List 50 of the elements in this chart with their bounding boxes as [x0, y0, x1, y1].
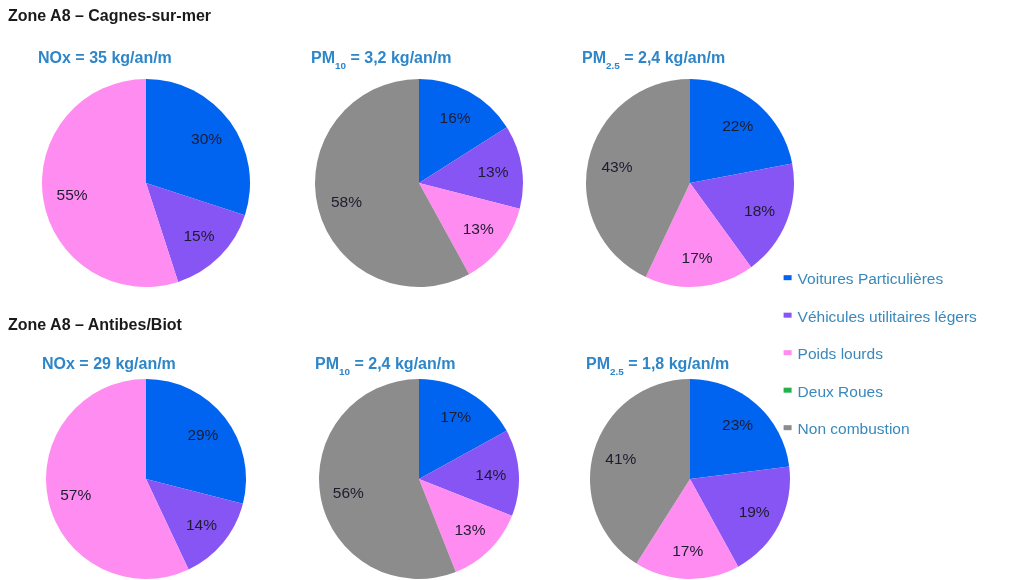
data-label: 17% — [440, 408, 472, 426]
pie-slice — [690, 379, 790, 479]
data-label: 55% — [56, 186, 88, 204]
data-label: 43% — [601, 158, 633, 176]
chart-title: Zone A8 – Cagnes-sur-mer — [8, 7, 212, 24]
pie-slice — [42, 79, 179, 287]
chart-subtitle: NOx = 29 kg/an/m — [42, 355, 176, 372]
legend-label: Voitures Particulières — [797, 270, 944, 288]
pie-slice — [419, 379, 507, 479]
data-label: 18% — [744, 201, 776, 219]
pie-slice — [146, 79, 250, 216]
pie-slice — [146, 479, 243, 570]
pie-slice — [46, 379, 189, 579]
data-label: 14% — [185, 516, 218, 534]
data-label: 57% — [60, 486, 92, 504]
chart-title: Zone A8 – Antibes/Biot — [8, 316, 183, 333]
data-label: 41% — [605, 450, 637, 468]
data-label: 16% — [439, 108, 471, 126]
legend-label: Véhicules utilitaires légers — [797, 307, 978, 325]
pie-slice — [690, 79, 793, 183]
data-label: 19% — [738, 503, 770, 521]
pie-slice — [419, 127, 523, 209]
data-label: 17% — [672, 542, 704, 560]
data-label: 29% — [187, 426, 219, 444]
pie-slice — [419, 183, 520, 275]
data-label: 15% — [183, 227, 215, 245]
data-label: 13% — [462, 220, 494, 238]
pie-slice — [146, 379, 246, 504]
pie-slice — [419, 430, 519, 516]
pie-slice — [419, 79, 507, 183]
data-label: 13% — [454, 521, 486, 539]
data-label: 30% — [191, 130, 223, 148]
chart-title: PM$_{2.5}$ = 1,8 kg/an/m — [586, 355, 730, 377]
pie-slice — [419, 479, 512, 572]
data-label: 56% — [332, 483, 364, 501]
legend-label: Poids lourds — [797, 345, 884, 363]
data-label: 14% — [475, 465, 507, 483]
data-label: 23% — [722, 416, 754, 434]
pie-slice — [146, 183, 245, 282]
data-label: 58% — [330, 193, 363, 211]
chart-subtitle: NOx = 35 kg/an/m — [38, 49, 172, 66]
legend-label: Non combustion — [797, 420, 910, 438]
chart-title: PM$_{10}$ = 2,4 kg/an/m — [315, 355, 456, 377]
legend-label: Deux Roues — [797, 382, 884, 400]
data-label: 22% — [722, 116, 754, 134]
pie-slice — [636, 479, 739, 579]
data-label: 17% — [681, 248, 713, 266]
chart-title: PM$_{10}$ = 3,2 kg/an/m — [311, 49, 452, 71]
chart-title: PM$_{2.5}$ = 2,4 kg/an/m — [582, 49, 726, 71]
data-label: 13% — [477, 162, 509, 180]
